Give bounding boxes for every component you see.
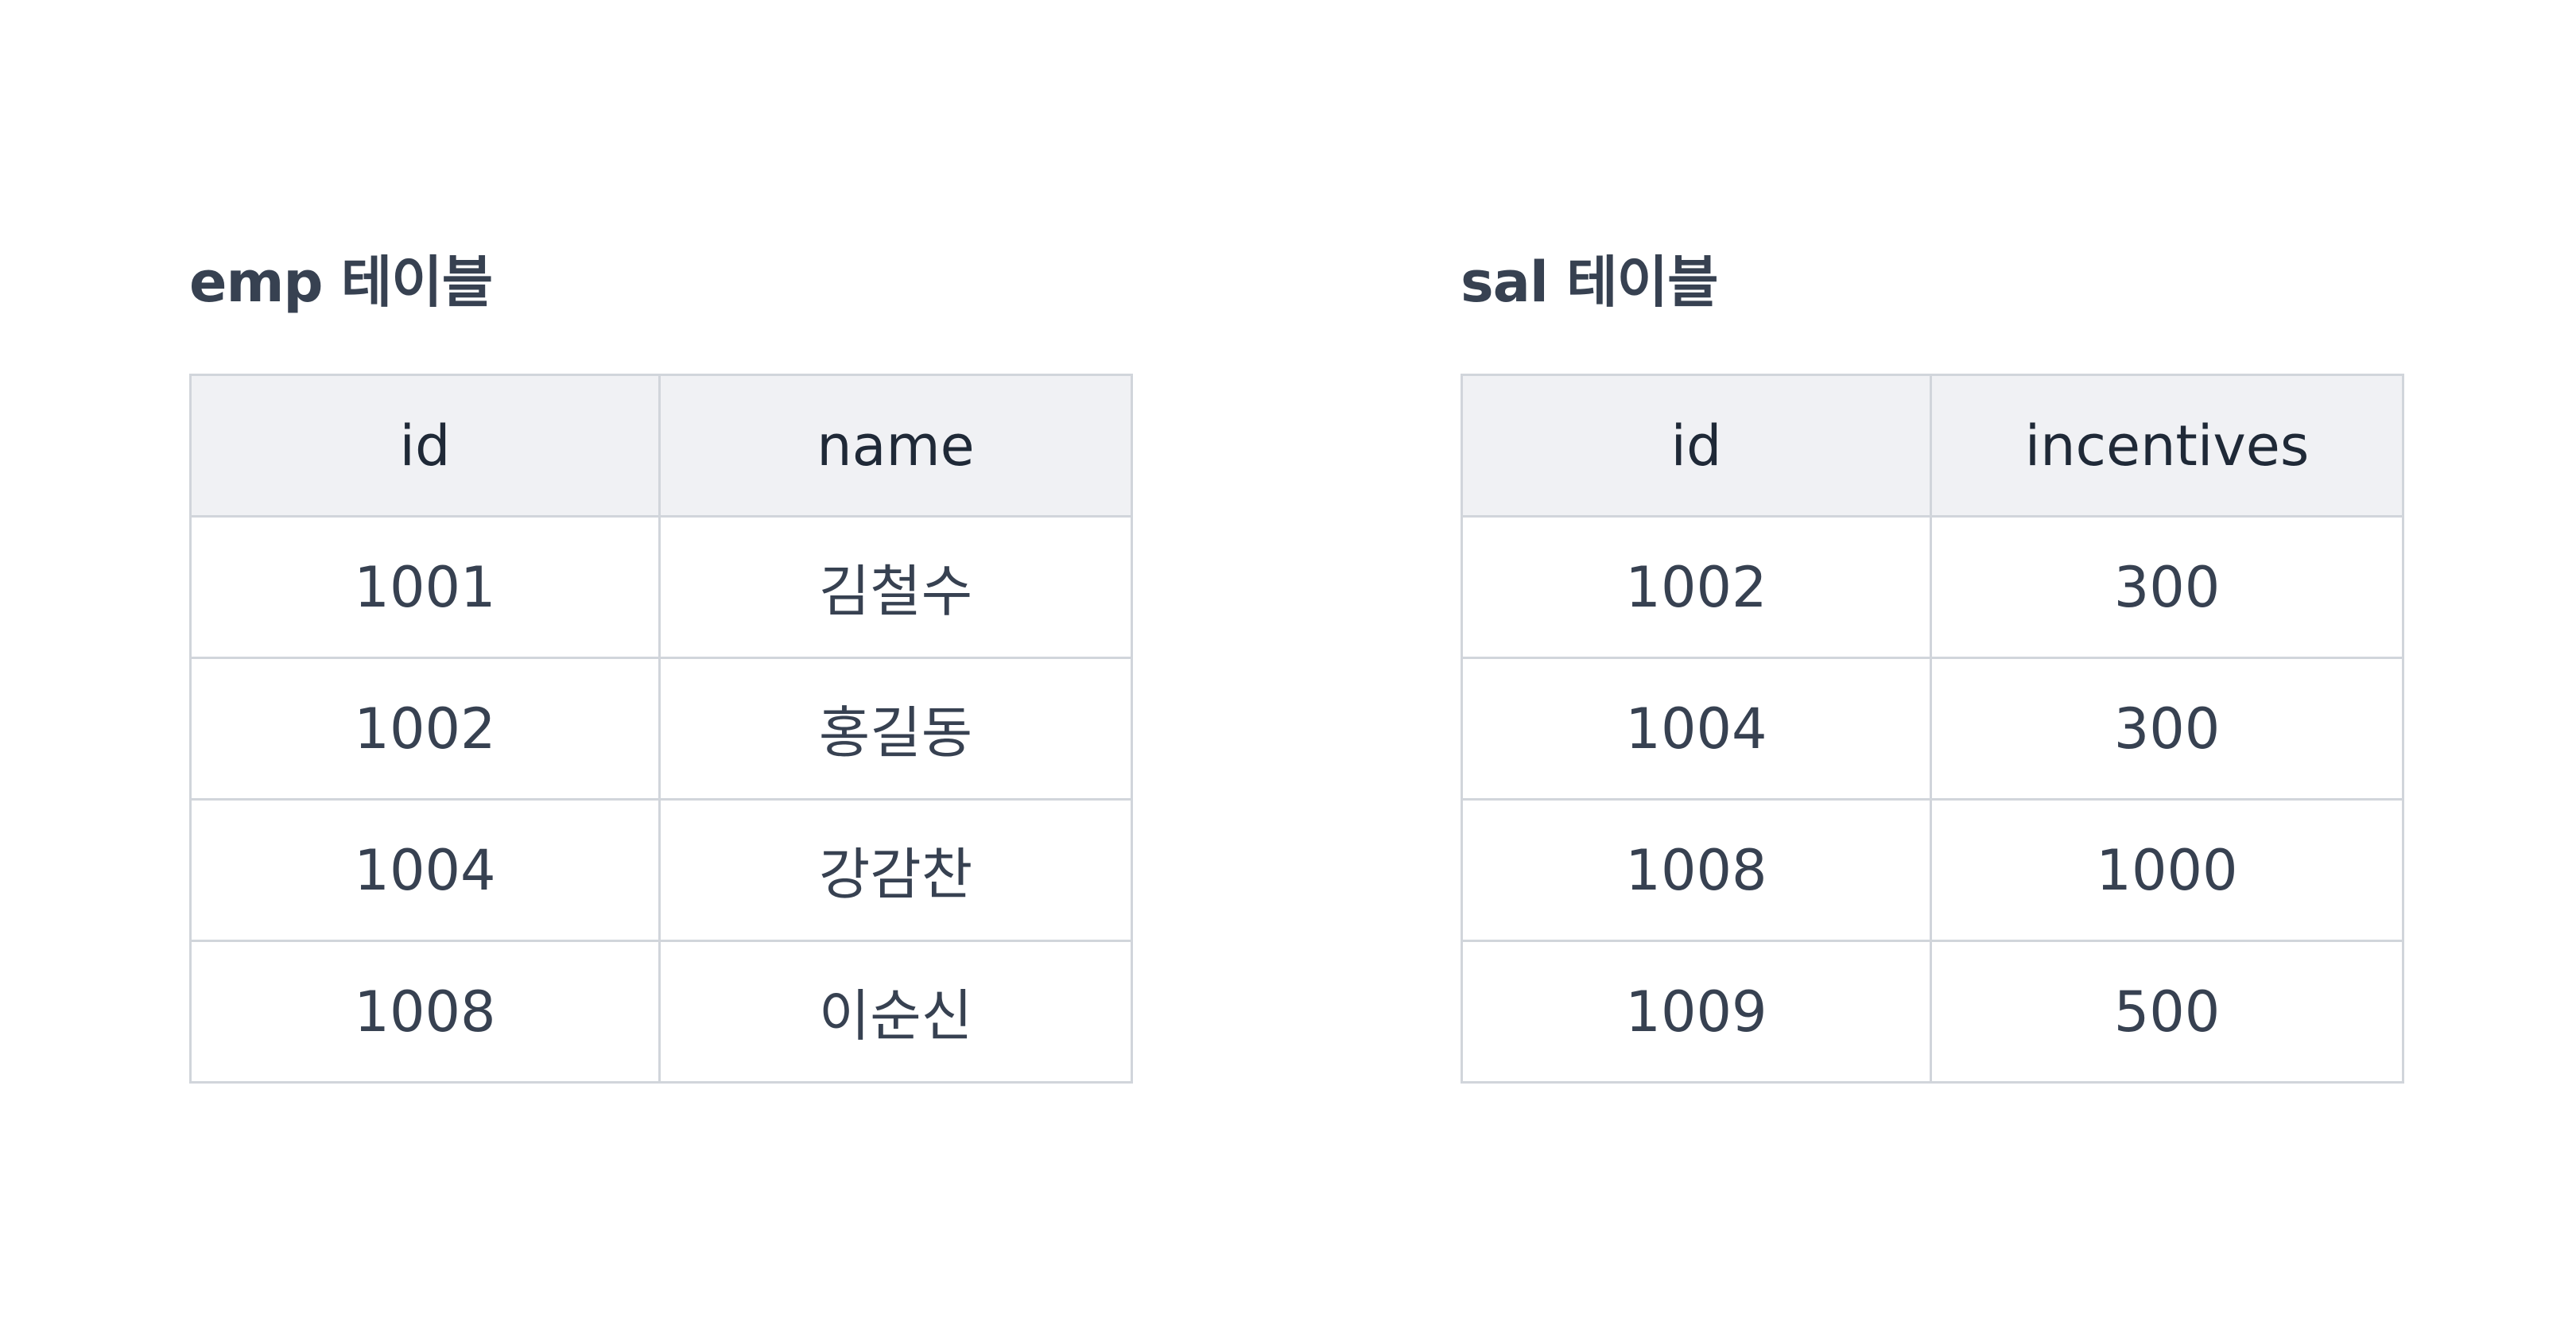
table-row: 1008 이순신 [189,940,1133,1084]
cell-id: 1004 [189,798,661,942]
cell-id: 1008 [1461,798,1932,942]
cell-incentives: 500 [1930,940,2404,1084]
cell-name: 김철수 [658,515,1133,659]
table-row: 1009 500 [1461,940,2404,1084]
table-row: 1001 김철수 [189,515,1133,659]
emp-table-section: emp 테이블 id name 1001 김철수 1002 홍길동 1004 강… [189,238,1133,1084]
cell-incentives: 300 [1930,657,2404,801]
table-row: 1002 300 [1461,515,2404,659]
sal-table-section: sal 테이블 id incentives 1002 300 1004 300 … [1461,238,2404,1084]
table-header-row: id name [189,374,1133,518]
table-row: 1004 300 [1461,657,2404,801]
cell-id: 1001 [189,515,661,659]
column-header-name: name [658,374,1133,518]
cell-name: 강감찬 [658,798,1133,942]
cell-name: 이순신 [658,940,1133,1084]
cell-incentives: 300 [1930,515,2404,659]
cell-id: 1009 [1461,940,1932,1084]
column-header-incentives: incentives [1930,374,2404,518]
table-row: 1002 홍길동 [189,657,1133,801]
sal-table: id incentives 1002 300 1004 300 1008 100… [1461,374,2404,1084]
emp-table: id name 1001 김철수 1002 홍길동 1004 강감찬 1008 … [189,374,1133,1084]
cell-name: 홍길동 [658,657,1133,801]
cell-id: 1002 [189,657,661,801]
column-header-id: id [1461,374,1932,518]
emp-table-title: emp 테이블 [189,250,493,315]
cell-id: 1008 [189,940,661,1084]
table-row: 1008 1000 [1461,798,2404,942]
table-header-row: id incentives [1461,374,2404,518]
sal-table-title: sal 테이블 [1461,250,1718,315]
cell-id: 1004 [1461,657,1932,801]
cell-id: 1002 [1461,515,1932,659]
cell-incentives: 1000 [1930,798,2404,942]
column-header-id: id [189,374,661,518]
table-row: 1004 강감찬 [189,798,1133,942]
